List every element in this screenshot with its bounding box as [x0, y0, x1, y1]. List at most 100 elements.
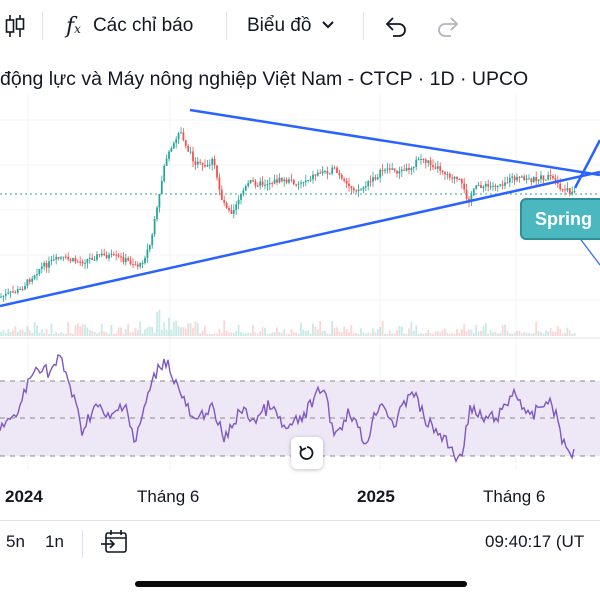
volume-bar [554, 331, 557, 336]
undo-icon[interactable] [384, 0, 408, 52]
toolbar-divider [363, 12, 364, 40]
volume-bar [151, 327, 154, 336]
volume-bar [0, 332, 2, 336]
reset-chart-button[interactable] [291, 437, 323, 469]
volume-bar [369, 333, 372, 336]
volume-bar [213, 333, 216, 336]
candle-body [309, 179, 312, 181]
candle-body [235, 204, 238, 211]
volume-bar [484, 323, 487, 336]
candle-body [357, 189, 360, 191]
volume-bar [410, 321, 413, 336]
indicators-button[interactable]: fx Các chỉ báo [66, 0, 193, 52]
candle-body [168, 151, 170, 159]
candle-body [475, 185, 478, 189]
volume-bar [516, 330, 518, 336]
volume-bar [120, 327, 122, 336]
candle-body [362, 187, 365, 190]
volume-bar [177, 325, 180, 336]
candle-body [528, 178, 530, 180]
go-to-date-icon[interactable] [100, 529, 128, 560]
candle-body [129, 260, 132, 264]
clock-display[interactable]: 09:40:17 (UT [485, 532, 585, 551]
candle-body [448, 173, 451, 178]
candle-body [74, 258, 77, 262]
candles-icon[interactable] [4, 0, 26, 52]
volume-bar [525, 332, 528, 336]
candle-body [69, 259, 72, 261]
volume-bar [244, 333, 247, 336]
interval-1n-button[interactable]: 1n [45, 532, 64, 551]
volume-bar [444, 328, 446, 336]
volume-bar [391, 333, 394, 336]
x-axis-label-2025: 2025 [357, 487, 395, 506]
volume-bar [28, 330, 31, 336]
candle-body [139, 263, 142, 267]
candle-body [379, 169, 382, 178]
price-chart[interactable] [0, 0, 600, 520]
candle-body [211, 158, 214, 165]
volume-bar [511, 333, 514, 336]
volume-bar [309, 333, 312, 336]
volume-bar [434, 331, 437, 336]
candle-body [132, 263, 134, 265]
interval-5n-button[interactable]: 5n [6, 532, 25, 551]
candle-body [228, 207, 230, 211]
candle-body [324, 171, 326, 173]
volume-bar [441, 330, 444, 336]
volume-bar [7, 329, 10, 336]
volume-bar [204, 325, 206, 336]
candle-body [60, 257, 62, 259]
volume-bar [136, 329, 139, 336]
redo-icon[interactable] [436, 0, 460, 52]
volume-bar [324, 330, 326, 336]
candle-body [496, 185, 499, 188]
volume-bar [460, 329, 463, 336]
volume-bar [348, 332, 350, 336]
volume-bar [532, 333, 535, 336]
volume-bar [156, 311, 158, 336]
volume-bar [196, 322, 199, 336]
candle-body [52, 259, 55, 261]
volume-bar [223, 320, 226, 336]
candle-body [86, 259, 89, 263]
candle-body [192, 151, 194, 162]
volume-bar [242, 333, 245, 336]
candle-body [12, 291, 14, 293]
volume-bar [496, 333, 499, 336]
candle-body [345, 180, 348, 184]
candle-body [393, 168, 396, 171]
volume-bar [153, 332, 156, 336]
volume-bar [501, 325, 504, 336]
volume-bar [331, 321, 334, 336]
candle-body [252, 180, 254, 182]
candle-body [388, 168, 391, 170]
candle-body [542, 175, 545, 181]
spring-annotation[interactable]: Spring [520, 198, 600, 240]
candle-body [24, 286, 26, 290]
top-toolbar: fx Các chỉ báo Biểu đồ [0, 0, 600, 52]
volume-bar [405, 333, 408, 336]
candle-body [55, 257, 58, 260]
steep-trendline [573, 139, 600, 189]
candle-body [187, 146, 190, 152]
candle-body [340, 175, 343, 179]
volume-bar [4, 333, 7, 336]
candle-body [295, 184, 298, 186]
candle-body [537, 179, 540, 182]
candle-body [439, 166, 442, 171]
volume-bar [26, 326, 29, 336]
volume-bar [194, 321, 197, 336]
volume-bar [129, 332, 132, 336]
candle-body [98, 254, 101, 256]
x-axis-label-thang6-2: Tháng 6 [483, 487, 546, 506]
volume-bar [184, 328, 187, 336]
volume-bar [81, 324, 84, 336]
volume-bar [108, 333, 110, 336]
candle-body [72, 258, 74, 261]
volume-bar [249, 332, 252, 336]
candle-body [201, 162, 204, 165]
candle-body [540, 175, 542, 180]
chart-type-button[interactable]: Biểu đồ [247, 0, 335, 52]
volume-bar [300, 323, 302, 336]
